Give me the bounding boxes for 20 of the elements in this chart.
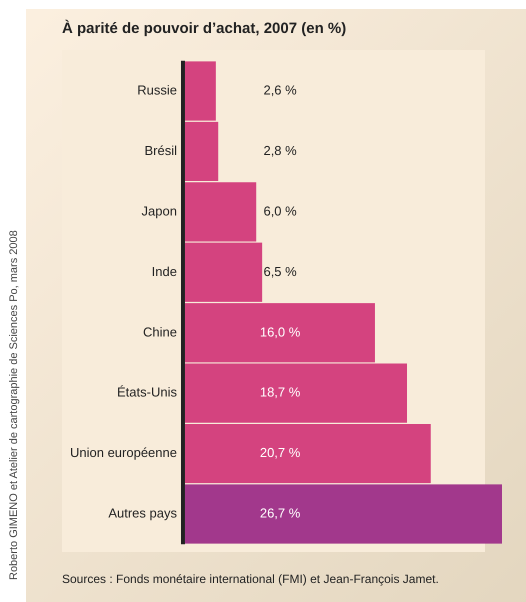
chart-title: À parité de pouvoir d’achat, 2007 (en %) xyxy=(62,20,346,37)
data-label: 18,7 % xyxy=(260,384,301,400)
y-tick-label: Brésil xyxy=(144,143,178,158)
text: Roberto GIMENO et Atelier de cartographie de Sciences Po, mars 2008 xyxy=(8,230,20,580)
data-label: 2,6 % xyxy=(263,82,298,98)
data-label: 16,0 % xyxy=(260,324,301,340)
y-tick-label: États-Unis xyxy=(117,384,178,400)
data-label: 26,7 % xyxy=(260,506,301,521)
y-tick-label: Chine xyxy=(143,324,177,340)
y-tick-label: Japon xyxy=(142,203,177,218)
data-label: 2,8 % xyxy=(263,143,298,158)
data-label: 6,0 % xyxy=(263,203,298,218)
y-tick-label: Autres pays xyxy=(108,506,178,521)
y-tick-label: Russie xyxy=(137,82,177,98)
y-tick-label: Union européenne xyxy=(70,445,177,460)
bar xyxy=(184,484,502,544)
source-note: Sources : Fonds monétaire international (FMI) et Jean-François Jamet. xyxy=(62,572,439,586)
data-label: 20,7 % xyxy=(260,445,301,460)
y-tick-label: Inde xyxy=(152,264,177,279)
data-label: 6,5 % xyxy=(263,264,298,279)
